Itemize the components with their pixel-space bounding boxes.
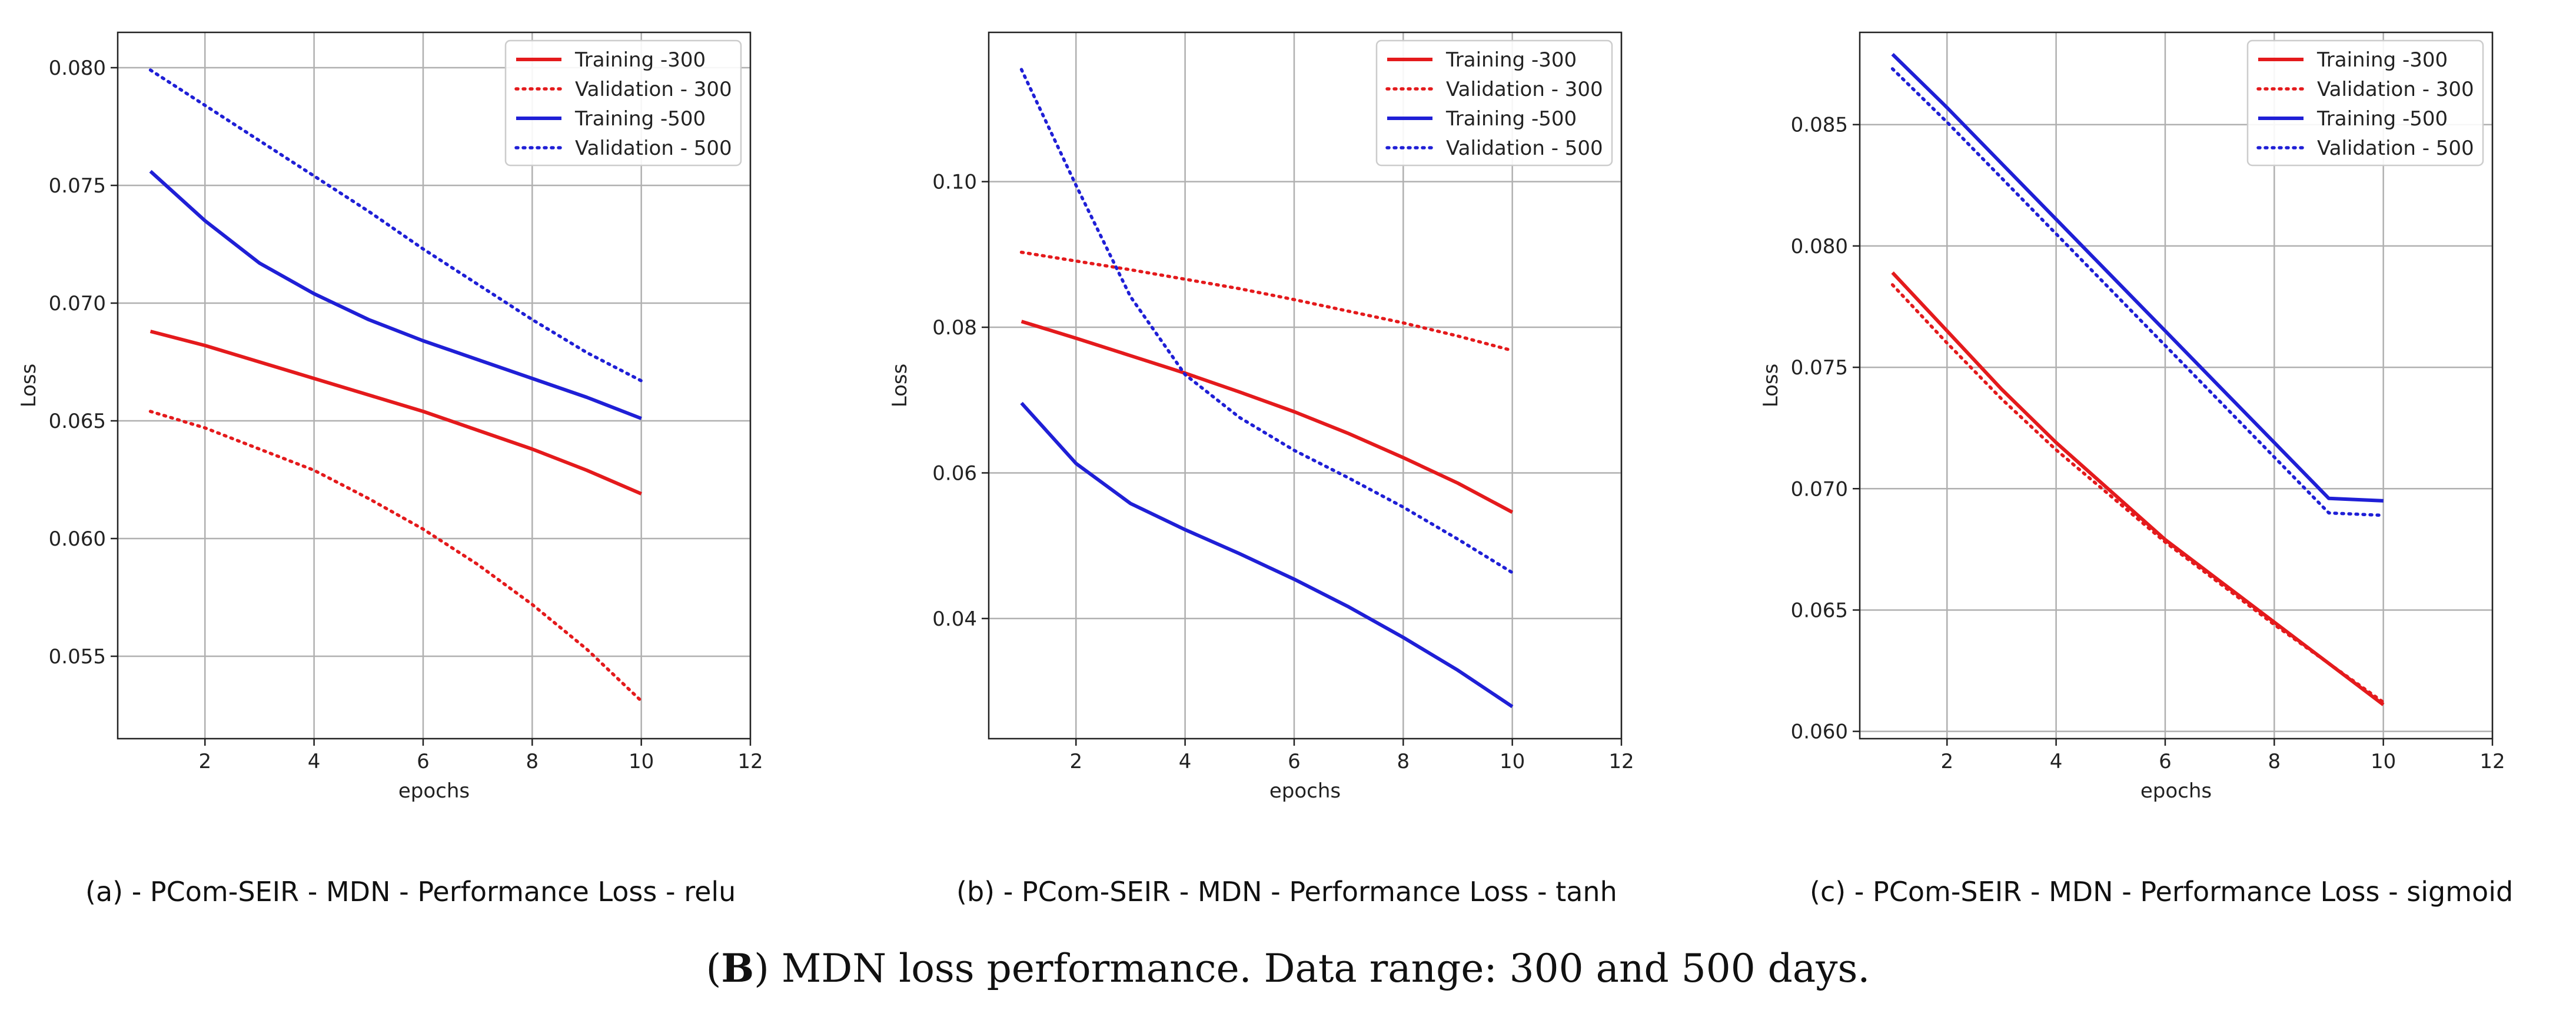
x-tick-label: 12 [737, 750, 763, 773]
y-tick-label: 0.080 [1791, 235, 1848, 258]
x-tick-label: 8 [2268, 750, 2281, 773]
legend-label-validation-300: Validation - 300 [2317, 78, 2474, 101]
series-line-validation-500 [1890, 67, 2385, 517]
x-tick-label: 10 [1500, 750, 1525, 773]
x-tick-label: 6 [2159, 750, 2172, 773]
x-tick-label: 6 [1288, 750, 1301, 773]
figure-caption: (B) MDN loss performance. Data range: 30… [0, 945, 2576, 991]
chart-panel-a: 2 4 6 8 10 12 0.055 0.060 0.065 0.070 0.075 0.080 ep… [17, 31, 763, 803]
x-tick-label: 4 [2050, 750, 2063, 773]
y-tick-label: 0.075 [1791, 356, 1848, 380]
y-tick-label: 0.085 [1791, 114, 1848, 137]
legend-box [504, 39, 742, 167]
y-tick-label: 0.08 [932, 316, 977, 340]
x-tick-label: 10 [629, 750, 654, 773]
y-axis-label: Loss [1759, 364, 1783, 408]
chart-panel-b: 2 4 6 8 10 12 0.04 0.06 0.08 0.10 epochs Loss Traini… [888, 31, 1634, 803]
series-line-training-300 [149, 330, 642, 496]
legend-label-validation-300: Validation - 300 [575, 78, 732, 101]
x-tick-label: 12 [1608, 750, 1634, 773]
plot-frame [117, 31, 752, 740]
subcaption-b: (b) - PCom-SEIR - MDN - Performance Loss… [956, 876, 1617, 908]
caption-text: MDN loss performance. Data range: 300 an… [769, 946, 1870, 991]
x-tick-label: 8 [526, 750, 539, 773]
series-line-training-300 [1021, 320, 1514, 514]
legend-box [2246, 39, 2484, 167]
subcaption-a: (a) - PCom-SEIR - MDN - Performance Loss… [85, 876, 736, 908]
y-axis-label: Loss [888, 364, 912, 408]
plot-frame [1859, 31, 2494, 740]
legend-label-training-300: Training -300 [2316, 48, 2448, 72]
x-tick-label: 6 [417, 750, 430, 773]
x-axis-label: epochs [2140, 779, 2212, 803]
y-tick-label: 0.10 [932, 171, 977, 194]
caption-open-paren: ( [706, 946, 722, 991]
x-tick-label: 12 [2479, 750, 2505, 773]
y-tick-label: 0.04 [932, 607, 977, 631]
x-tick-label: 8 [1397, 750, 1410, 773]
x-tick-label: 4 [308, 750, 321, 773]
series-line-validation-500 [1019, 68, 1514, 574]
y-tick-label: 0.080 [49, 57, 106, 80]
subcaption-c: (c) - PCom-SEIR - MDN - Performance Loss… [1810, 876, 2514, 908]
x-axis-label: epochs [1269, 779, 1341, 803]
legend-label-validation-500: Validation - 500 [575, 137, 732, 160]
series-line-validation-500 [148, 68, 643, 383]
caption-label: B [721, 945, 754, 991]
series-line-training-500 [1891, 52, 2384, 503]
series-line-training-500 [149, 170, 642, 420]
y-tick-label: 0.060 [49, 527, 106, 551]
chart-panel-c: 2 4 6 8 10 12 0.060 0.065 0.070 0.075 0.080 0.085 ep… [1759, 31, 2505, 803]
legend-label-training-500: Training -500 [1445, 107, 1577, 131]
legend-label-training-500: Training -500 [2316, 107, 2448, 131]
legend-label-validation-500: Validation - 500 [1446, 137, 1603, 160]
legend-label-training-500: Training -500 [574, 107, 706, 131]
series-line-validation-300 [148, 410, 643, 703]
x-tick-label: 4 [1179, 750, 1192, 773]
y-tick-label: 0.060 [1791, 720, 1848, 744]
legend-label-training-300: Training -300 [1445, 48, 1577, 72]
legend-label-validation-300: Validation - 300 [1446, 78, 1603, 101]
legend-label-validation-500: Validation - 500 [2317, 137, 2474, 160]
series-line-validation-300 [1019, 250, 1514, 353]
y-axis-label: Loss [17, 364, 41, 408]
series-line-validation-300 [1890, 283, 2385, 704]
legend-box [1375, 39, 1613, 167]
x-axis-label: epochs [398, 779, 470, 803]
x-tick-label: 10 [2371, 750, 2396, 773]
plot-frame [988, 31, 1623, 740]
series-line-training-500 [1020, 401, 1514, 709]
x-tick-label: 2 [1940, 750, 1953, 773]
x-tick-label: 2 [1069, 750, 1082, 773]
y-tick-label: 0.065 [49, 410, 106, 433]
y-tick-label: 0.075 [49, 174, 106, 198]
y-tick-label: 0.070 [1791, 477, 1848, 501]
y-tick-label: 0.06 [932, 461, 977, 485]
x-tick-label: 2 [198, 750, 211, 773]
caption-close-paren: ) [754, 946, 769, 991]
y-tick-label: 0.070 [49, 292, 106, 315]
y-tick-label: 0.055 [49, 645, 106, 669]
legend-label-training-300: Training -300 [574, 48, 706, 72]
y-tick-label: 0.065 [1791, 599, 1848, 622]
